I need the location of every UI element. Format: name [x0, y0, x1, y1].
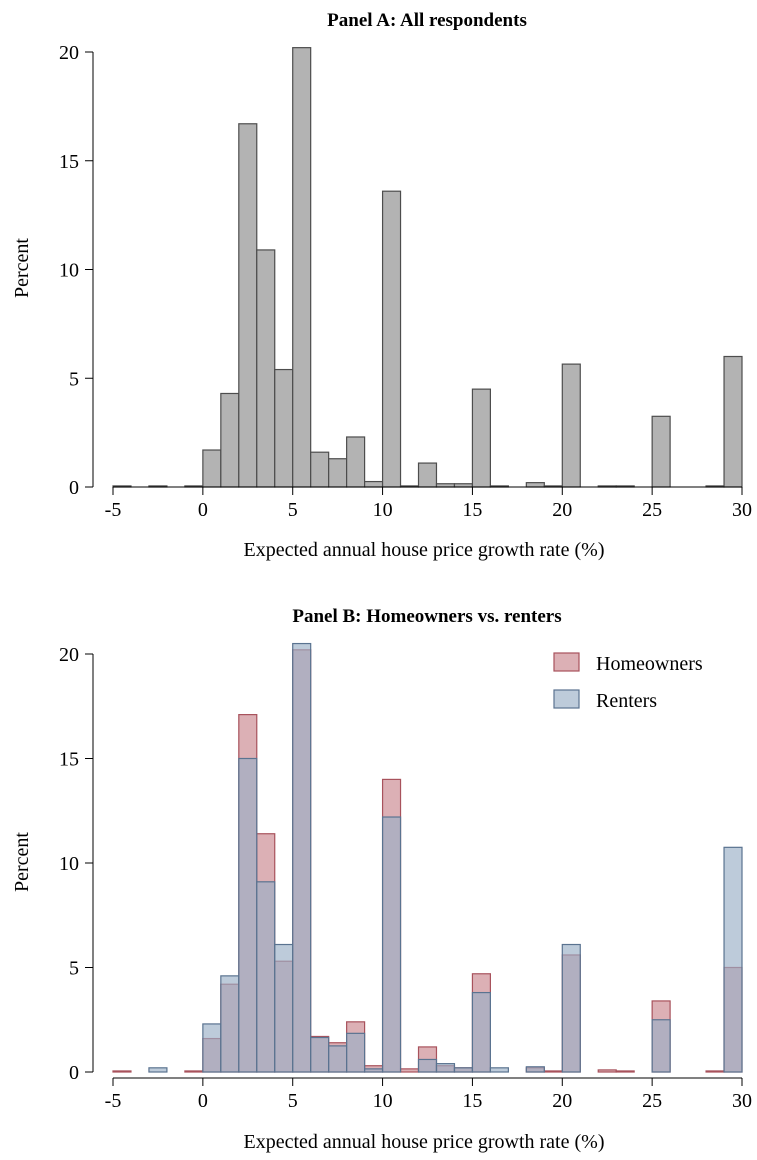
bar	[346, 1032, 366, 1073]
bar	[148, 1067, 168, 1073]
bar	[597, 1069, 617, 1073]
bar	[471, 991, 491, 1073]
bar	[615, 1070, 635, 1073]
bar	[723, 355, 743, 488]
bar	[184, 1070, 204, 1073]
y-tick-label: 10	[59, 260, 79, 282]
x-tick-label: 0	[198, 1090, 208, 1112]
bar	[417, 462, 438, 488]
bar	[471, 388, 491, 488]
bar	[381, 190, 402, 488]
legend-label-homeowners: Homeowners	[596, 653, 703, 675]
panel-a: Panel A: All respondents Percent Expecte…	[11, 10, 752, 561]
y-tick-label: 10	[59, 853, 79, 875]
bar	[364, 1068, 384, 1073]
bar	[274, 943, 294, 1073]
x-tick-label: 10	[373, 1090, 393, 1112]
bar	[328, 1045, 348, 1073]
bar	[561, 363, 581, 488]
x-tick-label: 25	[642, 1090, 662, 1112]
bar	[346, 436, 366, 488]
bar	[399, 1068, 420, 1073]
bar	[202, 449, 222, 488]
bar	[292, 642, 312, 1073]
bar	[220, 975, 240, 1073]
bar	[561, 943, 581, 1073]
bar	[417, 1058, 438, 1073]
x-tick-label: 30	[732, 1090, 752, 1112]
x-tick-label: 25	[642, 499, 662, 521]
bar	[453, 1067, 474, 1073]
panel-a-y-axis-label: Percent	[11, 238, 33, 298]
y-tick-label: 20	[59, 42, 79, 64]
x-tick-label: 10	[373, 499, 393, 521]
bar	[381, 816, 402, 1073]
panel-b-legend: Homeowners Renters	[553, 652, 703, 712]
bar	[651, 1019, 671, 1073]
panel-a-title: Panel A: All respondents	[327, 10, 527, 31]
x-tick-label: 30	[732, 499, 752, 521]
bar	[651, 415, 671, 488]
panel-a-axes: 0 5 10 15 20 -5 0 5 10 15 20 25 30	[59, 42, 752, 521]
bar	[256, 881, 276, 1073]
bar	[112, 1070, 132, 1073]
bar	[310, 451, 330, 488]
bar	[543, 1070, 563, 1073]
panel-b: Panel B: Homeowners vs. renters Percent …	[11, 606, 752, 1153]
bar	[723, 846, 743, 1073]
x-tick-label: 15	[462, 1090, 482, 1112]
bar	[238, 757, 258, 1073]
bar	[705, 1070, 725, 1073]
legend-swatch-homeowners	[553, 652, 580, 672]
y-tick-label: 5	[69, 368, 79, 390]
x-tick-label: 5	[288, 499, 298, 521]
panel-b-title: Panel B: Homeowners vs. renters	[292, 606, 561, 627]
bar	[525, 1066, 545, 1073]
panel-b-axes: 0 5 10 15 20 -5 0 5 10 15 20 25 30	[59, 644, 752, 1112]
y-tick-label: 0	[69, 477, 79, 499]
y-tick-label: 5	[69, 958, 79, 980]
bar	[364, 480, 384, 488]
y-tick-label: 0	[69, 1062, 79, 1084]
x-tick-label: 5	[288, 1090, 298, 1112]
bar	[220, 392, 240, 488]
panel-b-bars	[112, 642, 743, 1073]
panel-a-bars	[112, 47, 743, 488]
x-tick-label: 0	[198, 499, 208, 521]
bar	[256, 249, 276, 488]
bar	[202, 1023, 222, 1073]
x-tick-label: 20	[552, 499, 572, 521]
panel-b-x-axis-label: Expected annual house price growth rate …	[244, 1131, 605, 1153]
bar	[292, 47, 312, 488]
x-tick-label: 20	[552, 1090, 572, 1112]
bar	[328, 458, 348, 488]
y-tick-label: 15	[59, 151, 79, 173]
bar	[525, 482, 545, 488]
bar	[274, 368, 294, 488]
x-tick-label: -5	[105, 1090, 122, 1112]
panel-a-x-axis-label: Expected annual house price growth rate …	[244, 539, 605, 561]
bar	[489, 1067, 509, 1073]
legend-label-renters: Renters	[596, 690, 657, 712]
bar	[310, 1036, 330, 1073]
bar	[238, 123, 258, 488]
panel-b-y-axis-label: Percent	[11, 832, 33, 892]
bar	[435, 1063, 456, 1073]
x-tick-label: -5	[105, 499, 122, 521]
y-tick-label: 20	[59, 644, 79, 666]
x-tick-label: 15	[462, 499, 482, 521]
y-tick-label: 15	[59, 749, 79, 771]
legend-swatch-renters	[553, 689, 580, 709]
